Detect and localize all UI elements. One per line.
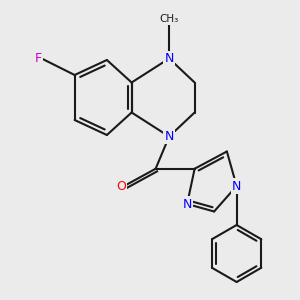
Text: N: N: [232, 179, 241, 193]
Text: CH₃: CH₃: [160, 14, 179, 24]
Text: N: N: [164, 52, 174, 65]
Text: N: N: [182, 197, 192, 211]
Text: N: N: [164, 130, 174, 143]
Text: O: O: [116, 179, 126, 193]
Text: F: F: [35, 52, 42, 65]
